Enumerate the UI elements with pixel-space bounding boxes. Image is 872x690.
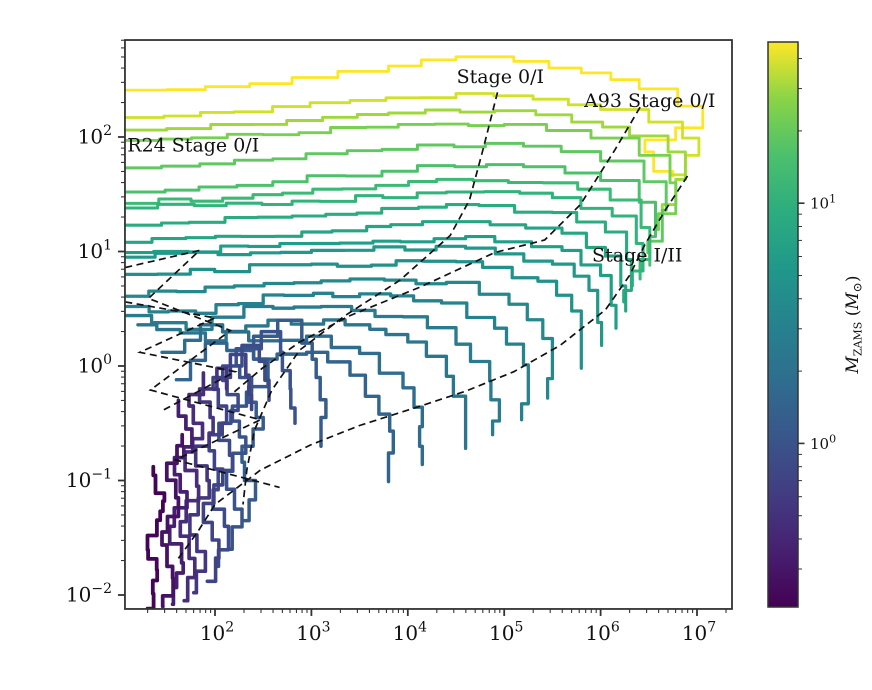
track-0.28 — [160, 432, 185, 609]
a93-stage-0i-boundary — [231, 106, 641, 395]
x-tick-label: 104 — [393, 620, 427, 645]
y-tick-label: 102 — [78, 123, 112, 148]
x-tick-label: 102 — [200, 620, 234, 645]
track-16 — [124, 163, 657, 267]
x-tick-label: 107 — [682, 620, 716, 645]
y-tick-label: 100 — [78, 352, 112, 377]
track-6.3 — [124, 235, 618, 330]
colorbar-frame — [767, 41, 799, 608]
colorbar-label: MZAMS (M⊙) — [843, 276, 865, 375]
track-3.7 — [124, 277, 555, 400]
y-tick-label: 10−2 — [66, 581, 112, 606]
r24-stage-0i-label: R24 Stage 0/I — [127, 135, 259, 157]
track-13 — [124, 177, 652, 281]
track-9 — [124, 203, 633, 304]
track-0.45 — [178, 371, 206, 603]
stage-i-ii-label: Stage I/II — [592, 244, 682, 266]
track-2.2 — [136, 318, 468, 451]
track-0.22 — [145, 464, 167, 609]
track-25 — [124, 122, 678, 232]
track-4.5 — [124, 259, 583, 370]
x-tick-label: 106 — [585, 620, 619, 645]
y-tick-label: 10−1 — [66, 467, 112, 492]
track-38 — [124, 92, 701, 182]
track-7.5 — [124, 220, 628, 313]
stage-i-ii-boundary — [177, 174, 690, 559]
colorbar-gradient — [768, 42, 798, 607]
x-tick-label: 103 — [296, 620, 330, 645]
track-3.1 — [124, 291, 530, 422]
colorbar-tick-label: 100 — [810, 433, 836, 453]
stage-0i-boundary — [242, 92, 499, 505]
track-20 — [124, 141, 668, 255]
track-47 — [124, 55, 705, 178]
ticks-layer — [117, 39, 727, 616]
stage-0i-label: Stage 0/I — [457, 66, 544, 88]
track-0.35 — [167, 398, 194, 607]
track-0.55 — [188, 366, 229, 595]
colorbar-tick-label: 101 — [810, 192, 836, 212]
a93-stage-0i-label: A93 Stage 0/I — [583, 90, 715, 112]
track-1.8 — [160, 323, 424, 467]
tangle-zigzag-2 — [125, 301, 238, 413]
x-tick-label: 105 — [489, 620, 523, 645]
track-0.85 — [211, 343, 271, 569]
track-5.3 — [124, 244, 604, 347]
track-11 — [124, 190, 645, 288]
boundaries-layer — [125, 92, 690, 559]
y-tick-label: 101 — [78, 238, 112, 263]
axes-frame — [124, 39, 733, 610]
track-1 — [224, 329, 297, 551]
track-30 — [124, 108, 687, 215]
